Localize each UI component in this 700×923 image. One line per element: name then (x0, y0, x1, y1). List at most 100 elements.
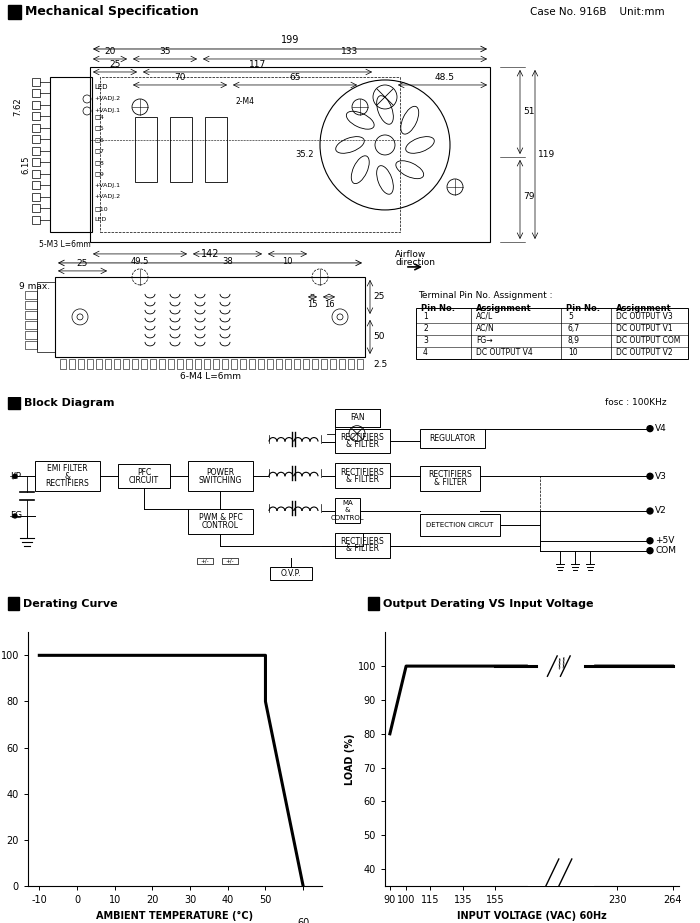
Bar (222, 359, 228, 369)
Text: 1: 1 (423, 312, 428, 320)
Text: RECTIFIERS: RECTIFIERS (341, 433, 384, 442)
Text: &: & (64, 472, 71, 481)
Bar (35, 462, 100, 491)
Bar (32, 124, 40, 132)
Text: 9 max.: 9 max. (19, 282, 50, 292)
Text: O.V.P.: O.V.P. (281, 569, 301, 578)
Text: 38: 38 (223, 257, 233, 266)
Bar (32, 159, 40, 166)
Bar (8, 597, 19, 610)
Bar (32, 193, 40, 201)
Bar (32, 101, 40, 109)
Bar (528, 632, 593, 886)
Text: 20: 20 (104, 47, 116, 56)
Text: +VADJ.1: +VADJ.1 (94, 183, 120, 188)
Text: 119: 119 (538, 150, 555, 159)
Text: & FILTER: & FILTER (433, 478, 466, 487)
Bar (60, 359, 66, 369)
Circle shape (647, 538, 653, 544)
Bar (55, 277, 365, 357)
Bar (25, 331, 37, 339)
Bar (348, 359, 354, 369)
Bar (25, 341, 37, 349)
Text: 16: 16 (323, 300, 335, 309)
Bar (186, 359, 192, 369)
Bar (303, 359, 309, 369)
Text: FG: FG (10, 511, 22, 521)
Bar (213, 359, 219, 369)
Text: & FILTER: & FILTER (346, 545, 379, 554)
Text: 199: 199 (281, 35, 299, 45)
Text: □4: □4 (94, 114, 104, 119)
Bar (420, 428, 485, 449)
Bar (270, 567, 312, 581)
Bar (168, 359, 174, 369)
Bar (335, 428, 390, 453)
Bar (114, 359, 120, 369)
Bar (368, 597, 379, 610)
Bar (100, 77, 400, 232)
Text: FG→: FG→ (476, 336, 493, 345)
Bar (339, 359, 345, 369)
Text: 35: 35 (160, 47, 171, 56)
Bar (335, 498, 360, 523)
Text: DC OUTPUT V1: DC OUTPUT V1 (616, 324, 673, 333)
Bar (150, 359, 156, 369)
Bar (8, 5, 21, 19)
Text: FAN: FAN (350, 414, 365, 422)
Text: 8,9: 8,9 (568, 336, 580, 345)
Bar (335, 533, 390, 557)
Text: 7.62: 7.62 (13, 98, 22, 116)
Bar (135, 117, 157, 182)
X-axis label: AMBIENT TEMPERATURE (°C): AMBIENT TEMPERATURE (°C) (97, 911, 253, 921)
Text: PWM & PFC: PWM & PFC (199, 513, 242, 522)
Text: 25: 25 (76, 259, 88, 268)
Bar (96, 359, 102, 369)
Circle shape (647, 473, 653, 479)
Text: □10: □10 (94, 206, 108, 211)
Circle shape (647, 426, 653, 432)
Bar (78, 359, 84, 369)
Bar (25, 311, 37, 319)
Bar (321, 359, 327, 369)
Bar (25, 291, 37, 299)
Text: RECTIFIERS: RECTIFIERS (46, 479, 90, 488)
Text: LED: LED (94, 84, 108, 90)
Text: +VADJ.1: +VADJ.1 (94, 109, 120, 114)
Bar (231, 359, 237, 369)
Text: DETECTION CIRCUT: DETECTION CIRCUT (426, 521, 494, 528)
Bar (294, 359, 300, 369)
Bar (37, 282, 55, 352)
Text: Block Diagram: Block Diagram (24, 398, 115, 408)
Bar (118, 464, 170, 488)
Text: 10: 10 (281, 257, 293, 266)
Text: 5: 5 (568, 312, 573, 320)
Bar (420, 466, 480, 491)
Text: Assignment: Assignment (616, 304, 672, 313)
Text: 142: 142 (201, 249, 219, 259)
Text: □5: □5 (94, 126, 104, 130)
Text: & FILTER: & FILTER (346, 475, 379, 484)
Bar (141, 359, 147, 369)
Text: □6: □6 (94, 137, 104, 142)
Bar (32, 170, 40, 178)
Text: 70: 70 (174, 73, 186, 82)
Text: Airflow: Airflow (395, 250, 426, 259)
Bar (50, 77, 92, 232)
Bar (330, 359, 336, 369)
Bar (177, 359, 183, 369)
Bar (8, 397, 20, 409)
Text: 6,7: 6,7 (568, 324, 580, 333)
Bar (335, 463, 390, 488)
Bar (159, 359, 165, 369)
Bar (105, 359, 111, 369)
Text: direction: direction (395, 258, 435, 267)
Text: DC OUTPUT V4: DC OUTPUT V4 (476, 348, 533, 357)
Text: PFC: PFC (137, 468, 151, 477)
Bar (25, 301, 37, 309)
Bar (188, 509, 253, 533)
Circle shape (13, 514, 17, 518)
Text: 6-M4 L=6mm: 6-M4 L=6mm (179, 372, 241, 381)
Bar (222, 557, 238, 564)
Text: Mechanical Specification: Mechanical Specification (25, 6, 199, 18)
